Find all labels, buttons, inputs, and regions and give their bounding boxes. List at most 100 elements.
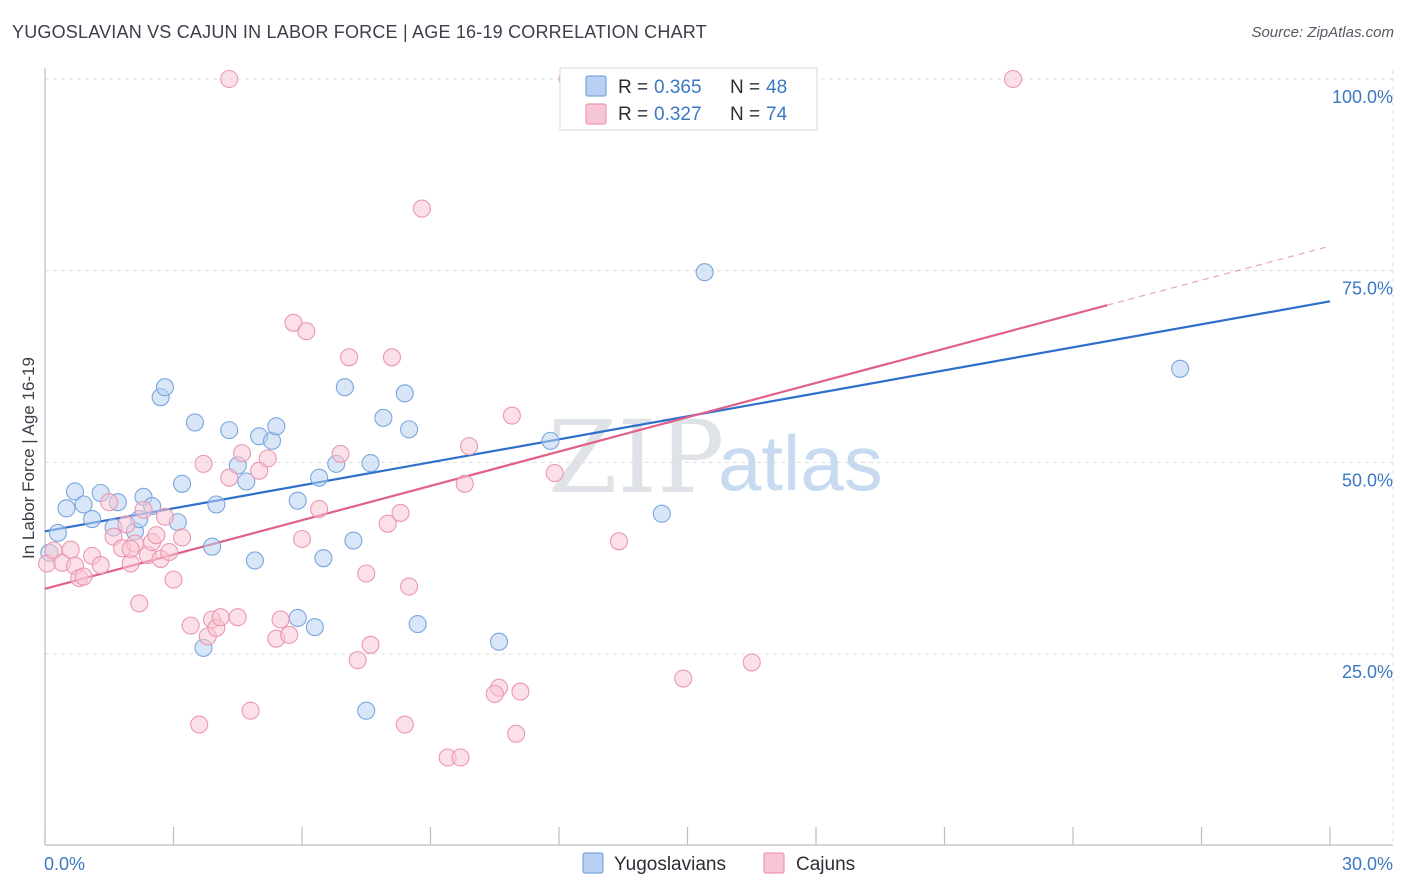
data-point-cajuns <box>220 69 239 89</box>
data-point-yugoslavians <box>541 431 560 450</box>
data-point-yugoslavians <box>237 472 256 491</box>
data-point-cajuns <box>181 616 200 635</box>
data-point-cajuns <box>455 474 474 493</box>
axes <box>44 68 1393 846</box>
data-point-cajuns <box>545 464 564 483</box>
data-point-cajuns <box>348 651 367 670</box>
data-point-cajuns <box>674 669 693 688</box>
data-point-cajuns <box>292 529 312 549</box>
legend-r-value-cajuns: 0.327 <box>654 104 702 125</box>
legend-n-value-cajuns: 74 <box>766 104 788 125</box>
y-tick-label: 100.0% <box>1332 87 1393 107</box>
data-point-yugoslavians <box>695 263 714 282</box>
data-point-cajuns <box>134 500 153 519</box>
data-point-cajuns <box>742 653 761 672</box>
data-point-cajuns <box>502 406 521 425</box>
data-point-cajuns <box>250 461 269 480</box>
data-point-cajuns <box>340 348 359 367</box>
data-point-cajuns <box>310 500 329 519</box>
data-point-yugoslavians <box>245 551 264 570</box>
data-point-cajuns <box>228 608 247 627</box>
data-point-cajuns <box>271 610 290 629</box>
series-legend-swatch-yugoslavians <box>582 852 604 874</box>
data-point-yugoslavians <box>48 523 67 542</box>
data-point-yugoslavians <box>305 618 324 637</box>
series-legend-label-cajuns: Cajuns <box>796 854 855 875</box>
chart-title: YUGOSLAVIAN VS CAJUN IN LABOR FORCE | AG… <box>12 22 707 42</box>
data-point-cajuns <box>412 199 431 218</box>
data-point-yugoslavians <box>65 482 85 501</box>
source-credit: Source: ZipAtlas.com <box>1251 24 1394 41</box>
data-point-cajuns <box>190 715 209 734</box>
watermark-zip: ZIP <box>548 399 724 516</box>
data-point-yugoslavians <box>288 491 307 510</box>
data-point-yugoslavians <box>83 510 102 529</box>
data-point-cajuns <box>357 564 376 583</box>
data-point-cajuns <box>258 449 277 468</box>
data-point-cajuns <box>61 540 80 559</box>
data-point-cajuns <box>507 724 526 743</box>
data-point-cajuns <box>280 625 299 644</box>
data-point-yugoslavians <box>310 468 329 487</box>
data-point-cajuns <box>451 748 470 767</box>
data-point-cajuns <box>74 567 93 586</box>
watermark-atlas: atlas <box>718 419 883 507</box>
data-point-cajuns <box>1003 69 1023 89</box>
data-point-yugoslavians <box>207 495 226 514</box>
legend-n-label-cajuns: N = <box>730 104 760 125</box>
data-point-cajuns <box>241 701 260 720</box>
data-point-cajuns <box>220 468 239 487</box>
data-point-yugoslavians <box>408 615 427 634</box>
data-point-cajuns <box>485 684 504 703</box>
data-point-cajuns <box>297 322 316 341</box>
data-point-yugoslavians <box>395 384 414 403</box>
data-point-cajuns <box>164 570 183 589</box>
data-point-cajuns <box>400 577 419 596</box>
legend-n-label-yugoslavians: N = <box>730 77 760 98</box>
data-point-yugoslavians <box>489 632 509 651</box>
y-tick-label: 25.0% <box>1342 662 1393 682</box>
data-point-cajuns <box>211 608 230 627</box>
data-point-yugoslavians <box>203 537 222 556</box>
trend-lines <box>44 245 1331 590</box>
data-point-cajuns <box>160 542 179 562</box>
series-legend-swatch-cajuns <box>763 852 785 874</box>
legend-r-value-yugoslavians: 0.365 <box>654 77 702 98</box>
trend-line-cajuns <box>44 304 1108 590</box>
data-point-yugoslavians <box>344 531 363 550</box>
data-point-yugoslavians <box>335 378 354 397</box>
data-point-cajuns <box>378 514 397 533</box>
tick-labels: 25.0% 50.0% 75.0% 100.0% 0.0% 30.0% <box>44 87 1393 874</box>
data-point-yugoslavians <box>57 499 76 518</box>
data-point-cajuns <box>130 594 149 613</box>
data-point-cajuns <box>232 444 252 463</box>
data-point-cajuns <box>361 635 380 654</box>
data-point-yugoslavians <box>374 408 393 427</box>
data-point-yugoslavians <box>361 454 380 473</box>
data-point-cajuns <box>121 539 140 559</box>
stats-legend: R = 0.365 N = 48 R = 0.327 N = 74 <box>559 67 818 131</box>
data-point-cajuns <box>173 528 192 547</box>
data-point-cajuns <box>91 556 110 575</box>
data-points <box>38 69 1190 767</box>
y-tick-label: 75.0% <box>1342 279 1393 299</box>
series-legend: Yugoslavians Cajuns <box>582 852 855 875</box>
y-axis-label: In Labor Force | Age 16-19 <box>19 357 38 559</box>
series-legend-label-yugoslavians: Yugoslavians <box>614 854 726 875</box>
data-point-cajuns <box>155 507 174 526</box>
data-point-cajuns <box>284 313 303 332</box>
legend-swatch-yugoslavians <box>585 75 607 97</box>
data-point-cajuns <box>459 437 479 456</box>
data-point-cajuns <box>100 493 119 512</box>
data-point-cajuns <box>609 532 629 551</box>
data-point-cajuns <box>395 715 414 734</box>
data-point-yugoslavians <box>357 701 376 720</box>
data-point-yugoslavians <box>267 417 286 436</box>
data-point-cajuns <box>194 454 213 473</box>
y-tick-label: 50.0% <box>1342 470 1393 490</box>
data-point-yugoslavians <box>173 474 192 493</box>
x-tick-label: 0.0% <box>44 854 85 874</box>
data-point-yugoslavians <box>155 378 174 397</box>
data-point-cajuns <box>382 348 402 367</box>
